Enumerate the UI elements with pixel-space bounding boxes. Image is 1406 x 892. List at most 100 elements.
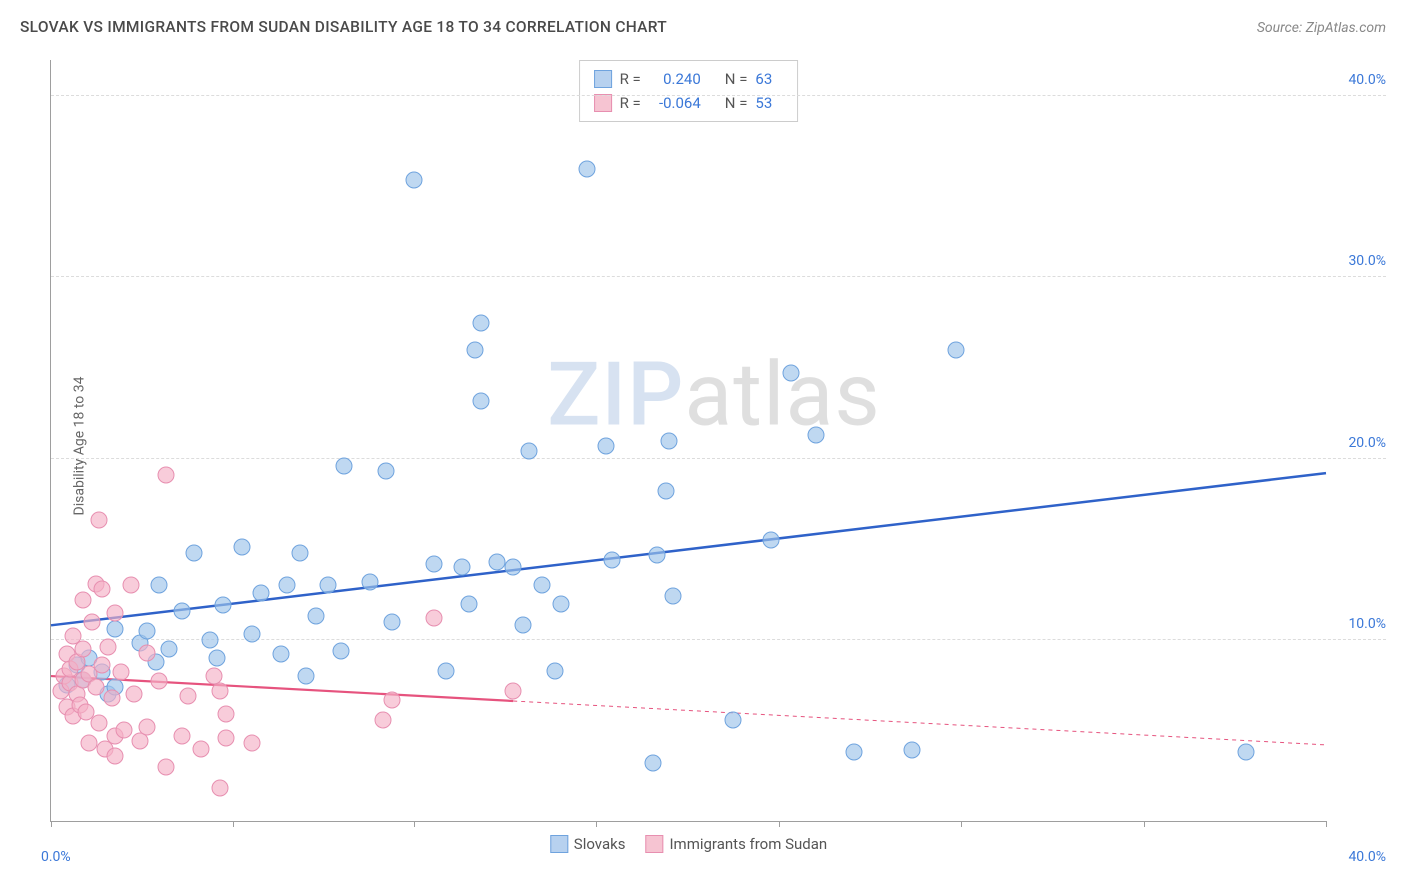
data-point-slovaks (846, 744, 863, 761)
data-point-sudan (103, 689, 120, 706)
data-point-sudan (157, 758, 174, 775)
data-point-slovaks (658, 483, 675, 500)
watermark: ZIPatlas (547, 343, 881, 446)
data-point-slovaks (151, 577, 168, 594)
data-point-sudan (180, 687, 197, 704)
data-point-slovaks (202, 631, 219, 648)
data-point-sudan (138, 644, 155, 661)
r-value-slovaks: 0.240 (649, 67, 701, 91)
data-point-slovaks (454, 559, 471, 576)
data-point-slovaks (333, 642, 350, 659)
legend-row-slovaks: R = 0.240 N = 63 (594, 67, 784, 91)
swatch-slovaks (594, 70, 612, 88)
x-tick (779, 821, 780, 827)
data-point-slovaks (664, 588, 681, 605)
gridline (51, 458, 1386, 459)
legend-label-sudan: Immigrants from Sudan (669, 835, 827, 853)
data-point-slovaks (106, 620, 123, 637)
data-point-slovaks (406, 171, 423, 188)
data-point-slovaks (473, 314, 490, 331)
legend-item-sudan: Immigrants from Sudan (645, 835, 827, 853)
x-tick-min: 0.0% (41, 849, 71, 865)
data-point-slovaks (763, 532, 780, 549)
data-point-slovaks (253, 584, 270, 601)
data-point-slovaks (298, 668, 315, 685)
n-label: N = (725, 67, 748, 91)
data-point-slovaks (661, 432, 678, 449)
y-tick-label: 30.0% (1331, 253, 1386, 269)
legend-label-slovaks: Slovaks (574, 835, 626, 853)
data-point-slovaks (782, 365, 799, 382)
x-tick (961, 821, 962, 827)
data-point-slovaks (272, 646, 289, 663)
data-point-slovaks (505, 559, 522, 576)
y-tick-label: 10.0% (1331, 616, 1386, 632)
x-tick (1144, 821, 1145, 827)
data-point-slovaks (578, 160, 595, 177)
data-point-slovaks (384, 613, 401, 630)
data-point-slovaks (648, 546, 665, 563)
data-point-sudan (384, 691, 401, 708)
data-point-slovaks (1238, 744, 1255, 761)
swatch-slovaks-bottom (550, 835, 568, 853)
data-point-sudan (138, 718, 155, 735)
data-point-slovaks (808, 427, 825, 444)
data-point-slovaks (725, 711, 742, 728)
y-tick-label: 20.0% (1331, 435, 1386, 451)
data-point-slovaks (466, 341, 483, 358)
data-point-slovaks (215, 597, 232, 614)
data-point-sudan (218, 729, 235, 746)
data-point-slovaks (186, 544, 203, 561)
chart-title: SLOVAK VS IMMIGRANTS FROM SUDAN DISABILI… (20, 18, 667, 36)
data-point-slovaks (291, 544, 308, 561)
legend-item-slovaks: Slovaks (550, 835, 626, 853)
data-point-sudan (90, 512, 107, 529)
data-point-slovaks (521, 443, 538, 460)
data-point-slovaks (546, 662, 563, 679)
x-tick (233, 821, 234, 827)
x-tick (414, 821, 415, 827)
data-point-sudan (74, 591, 91, 608)
data-point-sudan (425, 610, 442, 627)
data-point-sudan (94, 657, 111, 674)
y-tick-label: 40.0% (1331, 72, 1386, 88)
gridline (51, 276, 1386, 277)
watermark-atlas: atlas (684, 343, 880, 446)
data-point-sudan (81, 735, 98, 752)
data-point-sudan (106, 747, 123, 764)
watermark-zip: ZIP (547, 343, 684, 446)
data-point-slovaks (307, 608, 324, 625)
data-point-slovaks (903, 742, 920, 759)
r-label: R = (620, 67, 641, 91)
data-point-slovaks (645, 755, 662, 772)
data-point-slovaks (160, 640, 177, 657)
source-attribution: Source: ZipAtlas.com (1257, 20, 1386, 36)
correlation-legend: R = 0.240 N = 63 R = -0.064 N = 53 (579, 60, 799, 122)
data-point-sudan (211, 682, 228, 699)
plot-area: ZIPatlas R = 0.240 N = 63 R = -0.064 N =… (50, 60, 1326, 822)
data-point-slovaks (243, 626, 260, 643)
data-point-slovaks (473, 392, 490, 409)
gridline (51, 95, 1386, 96)
data-point-slovaks (604, 552, 621, 569)
data-point-sudan (74, 640, 91, 657)
n-value-slovaks: 63 (755, 67, 783, 91)
data-point-slovaks (208, 649, 225, 666)
data-point-sudan (374, 711, 391, 728)
data-point-slovaks (533, 577, 550, 594)
data-point-slovaks (425, 555, 442, 572)
data-point-sudan (106, 604, 123, 621)
data-point-sudan (211, 780, 228, 797)
swatch-sudan (594, 94, 612, 112)
data-point-sudan (505, 682, 522, 699)
swatch-sudan-bottom (645, 835, 663, 853)
data-point-slovaks (514, 617, 531, 634)
data-point-sudan (218, 706, 235, 723)
data-point-slovaks (361, 573, 378, 590)
data-point-sudan (94, 581, 111, 598)
series-legend: Slovaks Immigrants from Sudan (550, 835, 827, 853)
data-point-sudan (243, 735, 260, 752)
data-point-sudan (116, 722, 133, 739)
data-point-sudan (84, 613, 101, 630)
data-point-slovaks (377, 463, 394, 480)
